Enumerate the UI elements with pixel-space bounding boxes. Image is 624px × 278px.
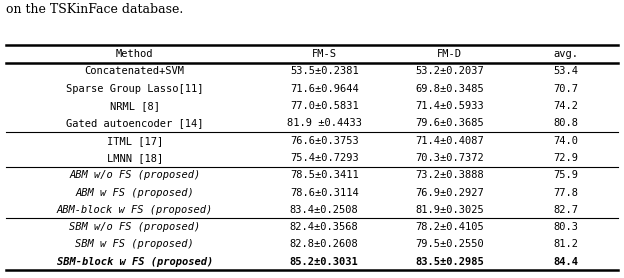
- Text: 77.8: 77.8: [553, 188, 578, 198]
- Text: Sparse Group Lasso[11]: Sparse Group Lasso[11]: [66, 84, 203, 94]
- Text: 71.4±0.4087: 71.4±0.4087: [415, 136, 484, 146]
- Text: 74.2: 74.2: [553, 101, 578, 111]
- Text: ITML [17]: ITML [17]: [107, 136, 163, 146]
- Text: Method: Method: [116, 49, 154, 59]
- Text: 82.4±0.3568: 82.4±0.3568: [290, 222, 359, 232]
- Text: 72.9: 72.9: [553, 153, 578, 163]
- Text: 79.6±0.3685: 79.6±0.3685: [415, 118, 484, 128]
- Text: 53.4: 53.4: [553, 66, 578, 76]
- Text: SBM w/o FS (proposed): SBM w/o FS (proposed): [69, 222, 200, 232]
- Text: 79.5±0.2550: 79.5±0.2550: [415, 239, 484, 249]
- Text: ABM w FS (proposed): ABM w FS (proposed): [76, 188, 194, 198]
- Text: SBM w FS (proposed): SBM w FS (proposed): [76, 239, 194, 249]
- Text: ABM-block w FS (proposed): ABM-block w FS (proposed): [57, 205, 213, 215]
- Text: NRML [8]: NRML [8]: [110, 101, 160, 111]
- Text: 53.5±0.2381: 53.5±0.2381: [290, 66, 359, 76]
- Text: 76.9±0.2927: 76.9±0.2927: [415, 188, 484, 198]
- Text: 70.7: 70.7: [553, 84, 578, 94]
- Text: FM-S: FM-S: [312, 49, 337, 59]
- Text: avg.: avg.: [553, 49, 578, 59]
- Text: 81.9±0.3025: 81.9±0.3025: [415, 205, 484, 215]
- Text: 53.2±0.2037: 53.2±0.2037: [415, 66, 484, 76]
- Text: 78.6±0.3114: 78.6±0.3114: [290, 188, 359, 198]
- Text: 70.3±0.7372: 70.3±0.7372: [415, 153, 484, 163]
- Text: 81.9 ±0.4433: 81.9 ±0.4433: [287, 118, 362, 128]
- Text: SBM-block w FS (proposed): SBM-block w FS (proposed): [57, 257, 213, 267]
- Text: 78.2±0.4105: 78.2±0.4105: [415, 222, 484, 232]
- Text: 71.4±0.5933: 71.4±0.5933: [415, 101, 484, 111]
- Text: 84.4: 84.4: [553, 257, 578, 267]
- Text: 75.9: 75.9: [553, 170, 578, 180]
- Text: 82.8±0.2608: 82.8±0.2608: [290, 239, 359, 249]
- Text: ABM w/o FS (proposed): ABM w/o FS (proposed): [69, 170, 200, 180]
- Text: 73.2±0.3888: 73.2±0.3888: [415, 170, 484, 180]
- Text: 81.2: 81.2: [553, 239, 578, 249]
- Text: 80.8: 80.8: [553, 118, 578, 128]
- Text: 74.0: 74.0: [553, 136, 578, 146]
- Text: Concatenated+SVM: Concatenated+SVM: [85, 66, 185, 76]
- Text: 83.5±0.2985: 83.5±0.2985: [415, 257, 484, 267]
- Text: 85.2±0.3031: 85.2±0.3031: [290, 257, 359, 267]
- Text: 78.5±0.3411: 78.5±0.3411: [290, 170, 359, 180]
- Text: 69.8±0.3485: 69.8±0.3485: [415, 84, 484, 94]
- Text: 76.6±0.3753: 76.6±0.3753: [290, 136, 359, 146]
- Text: LMNN [18]: LMNN [18]: [107, 153, 163, 163]
- Text: FM-D: FM-D: [437, 49, 462, 59]
- Text: 77.0±0.5831: 77.0±0.5831: [290, 101, 359, 111]
- Text: Gated autoencoder [14]: Gated autoencoder [14]: [66, 118, 203, 128]
- Text: 83.4±0.2508: 83.4±0.2508: [290, 205, 359, 215]
- Text: 75.4±0.7293: 75.4±0.7293: [290, 153, 359, 163]
- Text: 71.6±0.9644: 71.6±0.9644: [290, 84, 359, 94]
- Text: on the TSKinFace database.: on the TSKinFace database.: [6, 3, 183, 16]
- Text: 82.7: 82.7: [553, 205, 578, 215]
- Text: 80.3: 80.3: [553, 222, 578, 232]
